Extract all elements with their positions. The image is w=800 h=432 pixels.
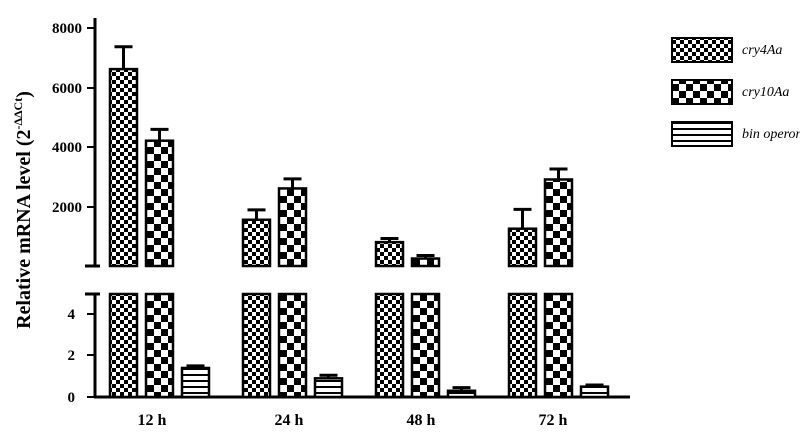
bar-segment-lower <box>241 292 272 399</box>
legend-item: cry10Aa <box>671 79 789 105</box>
bar-segment-upper <box>410 257 441 268</box>
legend-label: cry4Aa <box>742 43 782 58</box>
y-tick-label: 2000 <box>52 200 82 216</box>
bar <box>446 389 477 399</box>
bar-segment-lower <box>144 292 175 399</box>
x-tick-label: 72 h <box>539 412 568 429</box>
bar-segment-lower <box>277 292 308 399</box>
x-tick-label: 48 h <box>407 412 436 429</box>
legend-item: bin operon <box>671 121 800 147</box>
legend-label: cry10Aa <box>742 85 789 100</box>
y-tick-label: 2 <box>68 348 76 364</box>
legend-swatch <box>671 121 733 147</box>
y-ticks-upper: 2000 4000 6000 8000 <box>52 21 95 216</box>
bar-segment-lower <box>410 292 441 399</box>
y-tick-label: 4000 <box>52 140 82 156</box>
legend-swatch <box>671 37 733 63</box>
bar-segment-lower <box>507 292 538 399</box>
legend-swatch <box>671 79 733 105</box>
legend-label: bin operon <box>742 127 800 142</box>
y-tick-label: 4 <box>68 307 76 323</box>
bar-segment-lower <box>374 292 405 399</box>
legend-item: cry4Aa <box>671 37 782 63</box>
bar-segment-lower <box>108 292 139 399</box>
bar-segment-upper <box>241 218 272 268</box>
x-ticks: 12 h 24 h 48 h 72 h <box>138 412 568 429</box>
bar-segment-upper <box>374 240 405 268</box>
x-tick-label: 12 h <box>138 412 167 429</box>
y-axis-label: Relative mRNA level (2-ΔΔCt) <box>11 91 35 329</box>
bar <box>579 385 610 399</box>
y-ticks-lower: 0 2 4 <box>68 307 95 406</box>
bar <box>313 377 344 399</box>
bar <box>180 366 211 399</box>
bar-segment-upper <box>108 67 139 268</box>
x-tick-label: 24 h <box>275 412 304 429</box>
y-tick-label: 0 <box>68 390 76 406</box>
y-tick-label: 8000 <box>52 21 82 37</box>
bars <box>108 45 610 399</box>
bar-segment-upper <box>144 139 175 268</box>
bar-segment-upper <box>277 187 308 268</box>
bar-segment-upper <box>543 178 574 268</box>
legend: cry4Aa cry10Aa bin operon <box>671 37 800 147</box>
bar-segment-upper <box>507 227 538 268</box>
bar-segment-lower <box>543 292 574 399</box>
y-tick-label: 6000 <box>52 81 82 97</box>
